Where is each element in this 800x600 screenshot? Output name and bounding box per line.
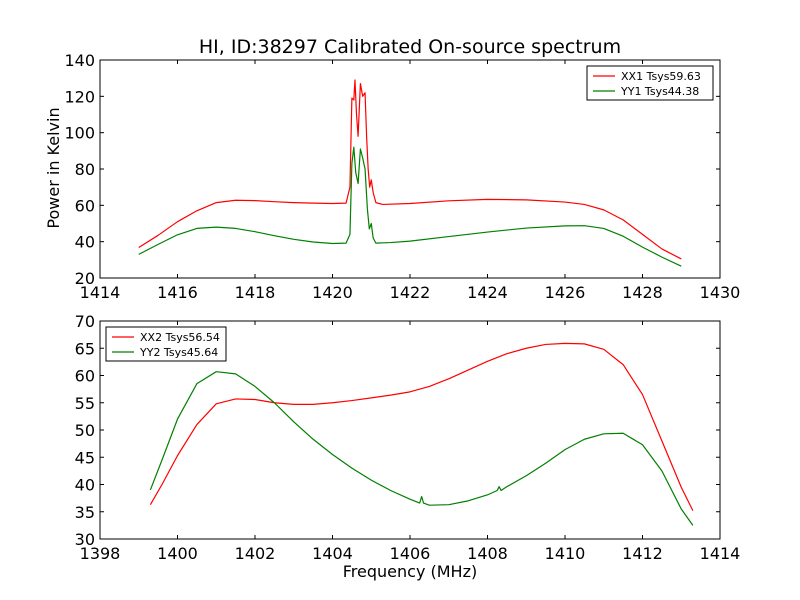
bottom-x-tick-label: 1398 — [80, 544, 121, 563]
top-series-line-1 — [138, 79, 682, 260]
bottom-panel: 1398 1400 1402 1404 1406 1408 1410 1412 1414 30 35… — [75, 312, 741, 563]
bottom-y-tick-label: 65 — [75, 339, 95, 358]
bottom-x-tick-label: 1402 — [235, 544, 276, 563]
bottom-y-tick-label: 55 — [75, 394, 95, 413]
bottom-x-tick-label: 1410 — [545, 544, 586, 563]
x-axis-label-bottom: Frequency (MHz) — [343, 562, 477, 581]
top-x-tick-label: 1428 — [622, 283, 663, 302]
chart-title: HI, ID:38297 Calibrated On-source spectr… — [199, 36, 621, 58]
bottom-y-tick-label: 50 — [75, 421, 95, 440]
top-y-tick-label: 120 — [64, 87, 95, 106]
y-axis-label-top: Power in Kelvin — [44, 107, 63, 228]
bottom-series-line-2 — [149, 371, 694, 526]
top-y-tick-label: 60 — [75, 196, 95, 215]
bottom-x-tick-label: 1400 — [157, 544, 198, 563]
top-panel: 1414 1416 1418 1420 1422 1424 1426 1428 1430 20 40… — [64, 51, 740, 302]
bottom-series-line-1 — [149, 342, 694, 511]
top-legend-label-1: XX1 Tsys59.63 — [621, 70, 701, 83]
bottom-x-tick-label: 1414 — [700, 544, 741, 563]
top-x-tick-label: 1418 — [235, 283, 276, 302]
top-series-line-2 — [138, 146, 682, 267]
top-x-tick-label: 1414 — [80, 283, 121, 302]
bottom-y-tick-label: 45 — [75, 448, 95, 467]
bottom-y-tick-label: 30 — [75, 530, 95, 549]
bottom-y-tick-label: 40 — [75, 476, 95, 495]
bottom-y-tick-label: 70 — [75, 312, 95, 331]
bottom-x-tick-label: 1404 — [312, 544, 353, 563]
top-y-tick-label: 100 — [64, 124, 95, 143]
bottom-x-tick-label: 1406 — [390, 544, 431, 563]
top-y-tick-label: 140 — [64, 51, 95, 70]
top-x-tick-label: 1420 — [312, 283, 353, 302]
top-y-tick-label: 20 — [75, 269, 95, 288]
top-legend-label-2: YY1 Tsys44.38 — [620, 85, 699, 98]
bottom-legend-label-2: YY2 Tsys45.64 — [139, 346, 218, 359]
bottom-y-tick-label: 60 — [75, 367, 95, 386]
top-legend — [586, 65, 714, 101]
top-x-tick-label: 1430 — [700, 283, 741, 302]
top-x-tick-label: 1422 — [390, 283, 431, 302]
bottom-legend — [105, 326, 227, 362]
bottom-x-tick-label: 1408 — [467, 544, 508, 563]
bottom-legend-label-1: XX2 Tsys56.54 — [140, 331, 220, 344]
top-x-tick-label: 1416 — [157, 283, 198, 302]
top-x-tick-label: 1424 — [467, 283, 508, 302]
top-y-tick-label: 40 — [75, 233, 95, 252]
bottom-y-tick-label: 35 — [75, 503, 95, 522]
bottom-x-tick-label: 1412 — [622, 544, 663, 563]
top-y-tick-label: 80 — [75, 160, 95, 179]
top-x-tick-label: 1426 — [545, 283, 586, 302]
